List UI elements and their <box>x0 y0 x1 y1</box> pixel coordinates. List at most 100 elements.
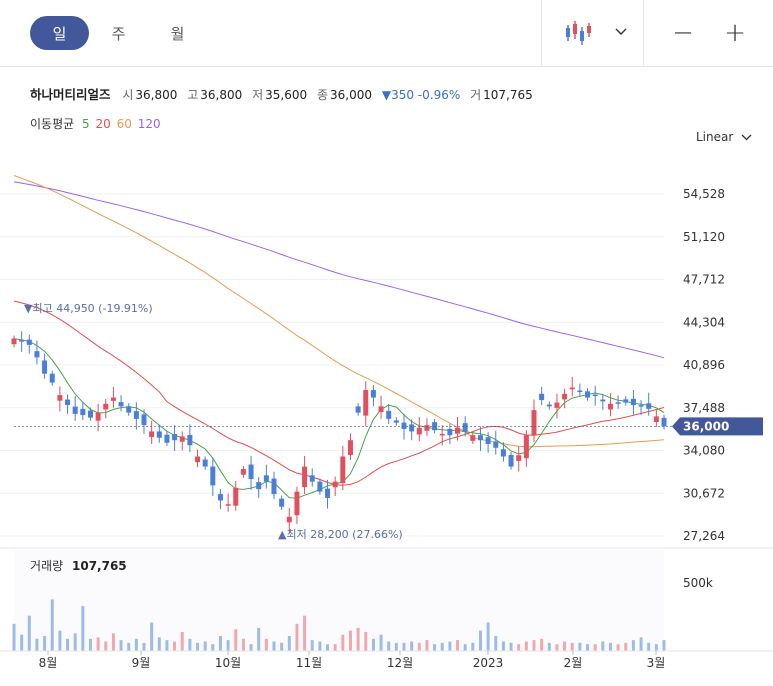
volume-bar <box>142 642 146 651</box>
volume-bar <box>295 623 299 651</box>
volume-bar <box>364 631 368 651</box>
candle <box>363 390 369 416</box>
candle <box>202 459 208 467</box>
candle <box>172 433 178 441</box>
high-label: 고 <box>187 88 199 102</box>
open-label: 시 <box>122 88 134 102</box>
candle <box>516 455 522 461</box>
candle <box>508 455 514 467</box>
volume-bar <box>333 644 337 651</box>
open-value: 36,800 <box>135 88 178 102</box>
candle <box>569 387 575 390</box>
candle <box>179 436 185 442</box>
candle <box>615 402 621 404</box>
period-day-button[interactable]: 일 <box>30 16 89 50</box>
candle <box>126 406 132 413</box>
candle <box>34 351 40 358</box>
volume-bar <box>303 615 307 651</box>
volume-bar <box>425 640 429 651</box>
x-tick-label: 10월 <box>215 656 241 670</box>
candle <box>600 399 606 402</box>
candle <box>424 425 430 431</box>
period-week-button[interactable]: 주 <box>111 24 126 43</box>
candle <box>554 402 560 408</box>
candle <box>493 441 499 448</box>
candle <box>263 475 269 482</box>
volume-bar <box>348 630 352 651</box>
volume-bar <box>486 622 490 651</box>
chevron-down-icon <box>741 134 752 141</box>
volume-bar <box>639 637 643 651</box>
volume-bar <box>647 642 651 651</box>
last-price-tag <box>672 417 763 436</box>
volume-bar <box>58 630 62 651</box>
change-value: ▼350 -0.96% <box>381 88 461 102</box>
volume-bar <box>509 642 513 651</box>
candle <box>103 403 109 410</box>
ma-120-line <box>13 181 665 359</box>
low-annotation: ▲최저 28,200 (27.66%) <box>278 528 403 541</box>
period-month-button[interactable]: 월 <box>170 24 185 43</box>
candle <box>477 435 483 441</box>
candle <box>630 398 636 406</box>
volume-label: 거 <box>470 88 482 102</box>
ma-20-line <box>13 300 665 486</box>
candle <box>49 373 55 383</box>
candle <box>577 390 583 393</box>
chart-toolbar: 일 주 월 − + <box>0 0 773 67</box>
candle <box>378 406 384 412</box>
y-tick-label: 44,304 <box>683 315 725 329</box>
volume-bar <box>471 642 475 651</box>
volume-bar <box>463 644 467 651</box>
volume-bar <box>318 641 322 651</box>
candle <box>447 428 453 436</box>
volume-bar <box>341 634 345 651</box>
volume-bar <box>326 644 330 651</box>
toolbar-divider <box>541 0 542 66</box>
candle <box>217 494 223 501</box>
volume-bar <box>394 642 398 651</box>
volume-bar <box>448 641 452 651</box>
chart-type-selector[interactable] <box>560 16 630 50</box>
scale-selector[interactable]: Linear <box>696 130 752 144</box>
candle <box>149 431 155 438</box>
volume-value: 107,765 <box>72 559 127 573</box>
volume-bar <box>387 641 391 651</box>
candle <box>592 394 598 397</box>
candle <box>325 488 331 498</box>
candle <box>661 417 667 427</box>
x-tick-label: 3월 <box>647 656 666 670</box>
volume-bar <box>127 642 131 651</box>
volume-bar <box>96 637 100 651</box>
volume-bar <box>662 640 666 651</box>
candle <box>370 390 376 398</box>
period-selector: 일 주 월 <box>30 16 207 50</box>
stock-name: 하나머티리얼즈 <box>30 87 111 102</box>
y-tick-label: 37,488 <box>683 401 725 415</box>
candle <box>286 516 292 523</box>
y-tick-label: 54,528 <box>683 187 725 201</box>
volume-bar <box>410 641 414 651</box>
candle <box>409 424 415 432</box>
candle <box>539 393 545 401</box>
candle <box>225 504 231 506</box>
volume-bar <box>257 627 261 651</box>
high-annotation: ▼최고 44,950 (-19.91%) <box>24 302 153 315</box>
toolbar-divider <box>643 0 644 66</box>
candle <box>653 416 659 423</box>
volume-bar <box>226 640 230 651</box>
candle <box>240 469 246 475</box>
volume-bar <box>578 642 582 651</box>
y-tick-label: 27,264 <box>683 529 725 543</box>
moving-average-legend[interactable]: 이동평균 5 20 60 120 <box>30 115 165 132</box>
candle <box>332 481 338 488</box>
candle <box>279 498 285 507</box>
candle <box>585 391 591 398</box>
zoom-out-button[interactable]: − <box>672 18 694 48</box>
volume-bar <box>35 638 39 651</box>
last-price-label: 36,000 <box>683 419 729 433</box>
volume-bar <box>494 636 498 651</box>
x-tick-label: 2월 <box>564 656 583 670</box>
zoom-in-button[interactable]: + <box>724 18 746 48</box>
